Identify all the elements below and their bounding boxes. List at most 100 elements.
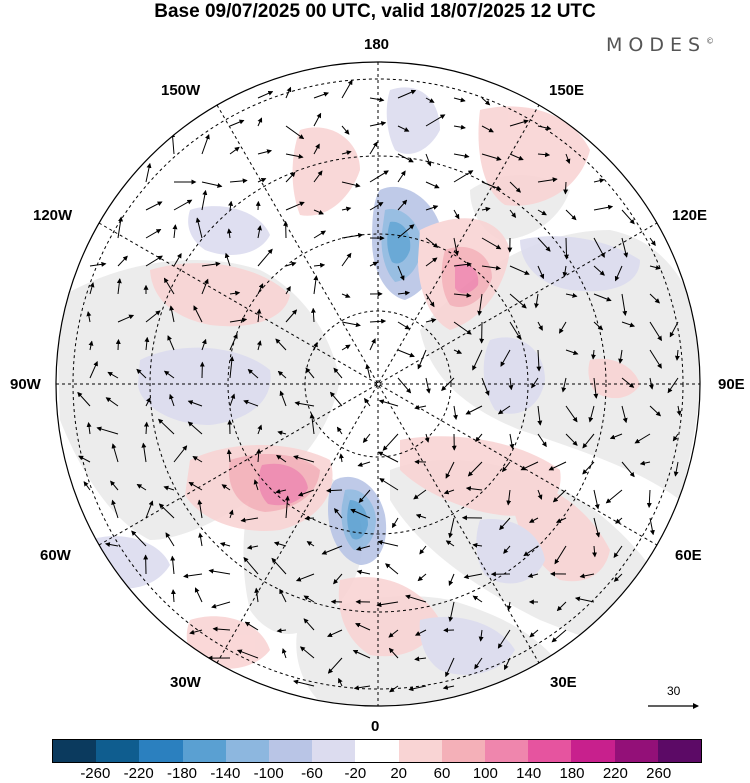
wind-vector bbox=[254, 587, 260, 603]
colorbar bbox=[52, 739, 702, 763]
wind-vector bbox=[313, 341, 318, 351]
wind-vector bbox=[77, 391, 91, 407]
label-180: 180 bbox=[364, 36, 390, 53]
wind-vector bbox=[229, 290, 241, 296]
wind-vector bbox=[614, 265, 623, 282]
wind-vector bbox=[309, 413, 315, 435]
wind-vector bbox=[537, 125, 552, 131]
wind-vector bbox=[246, 544, 259, 550]
wind-vector bbox=[369, 202, 384, 211]
wind-vector bbox=[145, 201, 163, 211]
wind-vector bbox=[548, 461, 567, 471]
wind-vector bbox=[165, 532, 175, 547]
wind-vector bbox=[163, 370, 175, 379]
wind-vector bbox=[376, 601, 399, 608]
wind-vector bbox=[279, 588, 287, 603]
colorbar-tick-label: 260 bbox=[646, 765, 672, 782]
wind-vector bbox=[528, 517, 539, 523]
wind-vector bbox=[613, 545, 623, 558]
wind-vector bbox=[615, 517, 623, 524]
wind-vector bbox=[257, 149, 273, 155]
wind-vector bbox=[397, 224, 415, 239]
wind-vector bbox=[229, 356, 235, 379]
wind-vector bbox=[257, 248, 273, 267]
wind-vector bbox=[284, 495, 290, 519]
wind-vector bbox=[243, 556, 259, 575]
label-150w: 150W bbox=[161, 82, 201, 99]
wind-vector bbox=[565, 405, 578, 423]
wind-vector bbox=[104, 542, 119, 547]
wind-vector bbox=[201, 278, 209, 295]
wind-vector bbox=[145, 397, 151, 407]
wind-vector bbox=[169, 305, 175, 323]
wind-vector bbox=[481, 181, 502, 191]
wind-vector bbox=[226, 449, 232, 463]
wind-vector bbox=[352, 649, 371, 659]
colorbar-swatch bbox=[485, 740, 529, 762]
wind-vector bbox=[452, 405, 458, 421]
wind-vector bbox=[621, 377, 635, 388]
wind-vector bbox=[563, 181, 569, 195]
colorbar-tick-label: 140 bbox=[516, 765, 542, 782]
wind-vector bbox=[229, 393, 236, 407]
wind-vector bbox=[669, 321, 679, 338]
wind-vector bbox=[509, 119, 529, 127]
wind-vector bbox=[310, 307, 316, 323]
wind-vector bbox=[201, 189, 208, 211]
wind-vector bbox=[240, 517, 259, 523]
wind-vector bbox=[293, 679, 315, 687]
wind-vector bbox=[453, 261, 472, 267]
wind-vector bbox=[574, 596, 595, 603]
wind-vector bbox=[189, 629, 203, 635]
wind-vector bbox=[453, 124, 466, 130]
wind-vector bbox=[405, 594, 427, 603]
wind-vector bbox=[537, 177, 558, 183]
colorbar-tick-label: 100 bbox=[472, 765, 498, 782]
wind-vector bbox=[358, 489, 371, 504]
wind-vector bbox=[561, 377, 567, 393]
wind-vector bbox=[555, 517, 567, 523]
wind-vector bbox=[257, 424, 263, 435]
map-border bbox=[55, 61, 701, 707]
wind-vector bbox=[188, 481, 203, 491]
wind-vector bbox=[116, 278, 122, 295]
wind-vector bbox=[554, 545, 567, 565]
wind-vector bbox=[537, 265, 545, 280]
wind-vector bbox=[442, 684, 455, 690]
wind-vector bbox=[89, 360, 98, 379]
brand-name: MODES bbox=[606, 34, 707, 56]
wind-vector bbox=[509, 209, 517, 218]
wind-vector bbox=[86, 311, 92, 323]
wind-vector bbox=[536, 349, 542, 372]
wind-vector bbox=[369, 141, 378, 155]
wind-vector bbox=[192, 456, 203, 463]
wind-vector bbox=[275, 338, 287, 351]
wind-vector bbox=[211, 601, 231, 609]
wind-vector bbox=[111, 443, 119, 463]
colorbar-swatch bbox=[528, 740, 572, 762]
wind-vector bbox=[115, 338, 121, 351]
wind-vector bbox=[648, 377, 654, 390]
wind-vector bbox=[582, 461, 595, 475]
wind-vector bbox=[369, 261, 379, 267]
wind-vector bbox=[145, 228, 162, 239]
wind-vector bbox=[453, 209, 460, 220]
wind-vector bbox=[313, 262, 326, 268]
wind-vector bbox=[313, 275, 319, 295]
wind-vector bbox=[649, 293, 661, 304]
wind-vector bbox=[593, 265, 605, 276]
wind-vector bbox=[293, 455, 315, 463]
wind-vector bbox=[425, 293, 435, 308]
wind-vector bbox=[425, 205, 439, 211]
wind-vector bbox=[329, 391, 343, 407]
wind-vector bbox=[353, 685, 371, 691]
wind-vector bbox=[157, 418, 175, 435]
wind-vector bbox=[341, 321, 361, 328]
label-0: 0 bbox=[371, 718, 380, 735]
wind-vector bbox=[537, 321, 543, 331]
wind-vector bbox=[285, 285, 291, 295]
wind-vector bbox=[649, 237, 656, 246]
wind-vector bbox=[397, 265, 405, 281]
wind-vector bbox=[198, 532, 204, 547]
wind-vector bbox=[279, 390, 287, 407]
